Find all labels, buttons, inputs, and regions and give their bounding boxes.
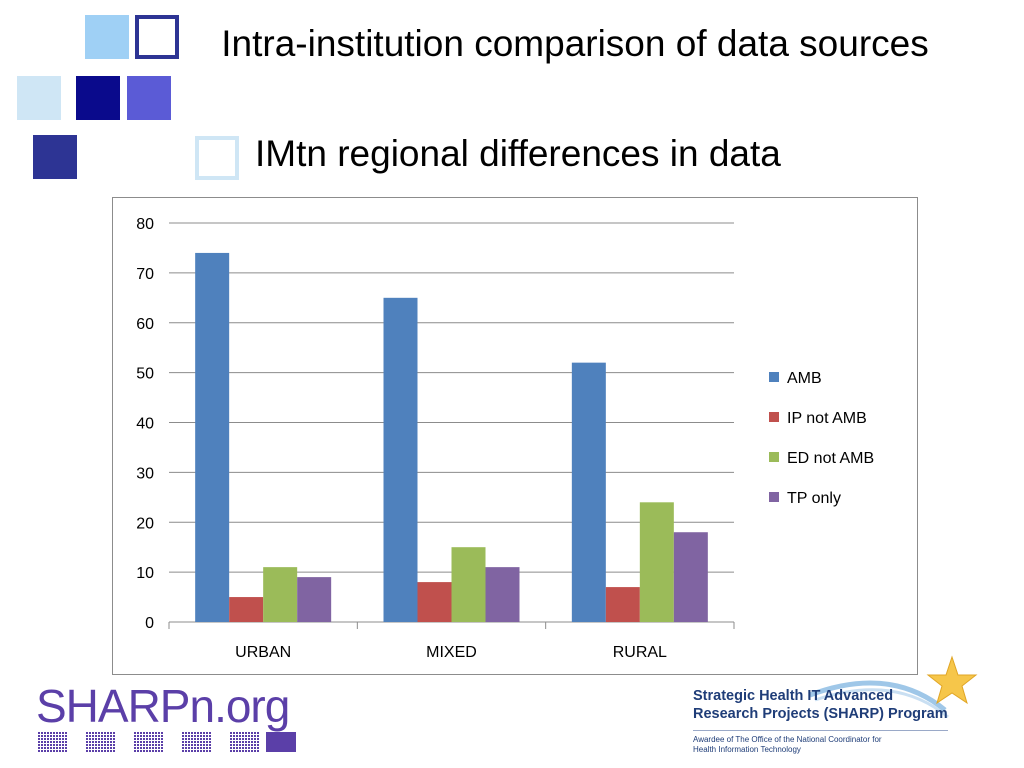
x-tick-label: MIXED: [426, 644, 477, 661]
y-tick-label: 20: [136, 515, 154, 532]
legend-swatch: [769, 412, 779, 422]
bar: [605, 587, 640, 622]
y-tick-label: 0: [145, 615, 154, 632]
x-tick-label: RURAL: [613, 644, 667, 661]
bar: [195, 252, 230, 623]
award-line1: Awardee of The Office of the National Co…: [693, 735, 882, 744]
sharpn-logo-grid-icon: [38, 732, 296, 752]
legend-swatch: [769, 452, 779, 462]
legend-swatch: [769, 372, 779, 382]
bar-chart: 0 10 20 30 40 50 60 70 80 URBAN MIXED RURAL AMB IP no…: [136, 216, 874, 661]
bar: [673, 532, 708, 622]
slide-subtitle: IMtn regional differences in data: [255, 133, 781, 174]
y-tick-label: 80: [136, 216, 154, 233]
bar: [263, 567, 298, 622]
deco-square-pale-blue: [17, 76, 61, 120]
x-tick-label: URBAN: [235, 644, 291, 661]
y-tick-label: 60: [136, 316, 154, 333]
y-tick-label: 50: [136, 366, 154, 383]
sharp-program-logo: Strategic Health IT Advanced Research Pr…: [690, 655, 990, 765]
bar: [571, 362, 606, 622]
y-tick-label: 30: [136, 465, 154, 482]
award-line2: Health Information Technology: [693, 745, 801, 754]
slide-title: Intra-institution comparison of data sou…: [221, 23, 929, 64]
bar: [229, 597, 264, 622]
y-tick-label: 70: [136, 266, 154, 283]
program-name-line2: Research Projects (SHARP) Program: [693, 706, 948, 722]
y-tick-label: 10: [136, 565, 154, 582]
bar: [417, 582, 452, 622]
deco-square-outline: [135, 15, 179, 59]
star-swoosh-icon: [809, 655, 978, 719]
legend-swatch: [769, 492, 779, 502]
deco-square-light-blue: [85, 15, 129, 59]
bar: [639, 502, 674, 622]
y-tick-label: 40: [136, 416, 154, 433]
bar: [451, 547, 486, 622]
legend-label: AMB: [787, 370, 822, 387]
program-divider: [693, 730, 948, 731]
bar: [485, 567, 520, 622]
subtitle-bullet-icon: [195, 136, 239, 180]
program-name-line1: Strategic Health IT Advanced: [693, 688, 894, 704]
bar: [383, 297, 418, 622]
legend-label: ED not AMB: [787, 450, 874, 467]
deco-square-periwinkle: [127, 76, 171, 120]
sharpn-logo-text: SHARPn.org: [36, 680, 290, 732]
legend-label: TP only: [787, 490, 841, 507]
bar: [297, 577, 332, 622]
sharpn-logo: SHARPn.org: [36, 680, 306, 760]
deco-square-indigo: [33, 135, 77, 179]
deco-square-navy: [76, 76, 120, 120]
legend-label: IP not AMB: [787, 410, 867, 427]
chart-frame: 0 10 20 30 40 50 60 70 80 URBAN MIXED RURAL AMB IP no…: [112, 197, 918, 675]
